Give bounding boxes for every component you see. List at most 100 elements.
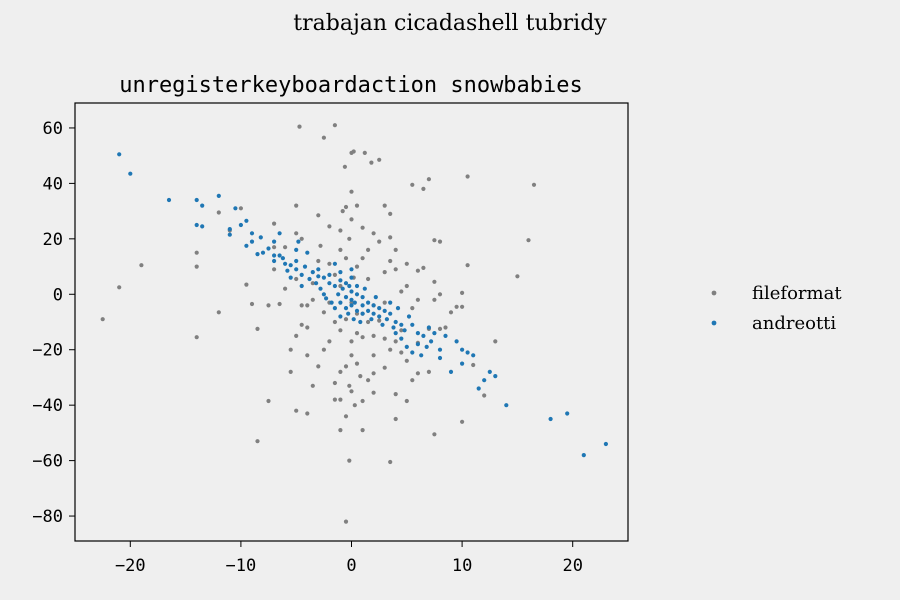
point-andreotti-92 [391,325,396,330]
point-fileformat-164 [526,238,531,243]
point-fileformat-26 [294,276,299,282]
point-fileformat-106 [371,390,376,395]
point-fileformat-7 [216,310,221,315]
point-andreotti-67 [349,303,354,308]
point-fileformat-30 [299,303,304,308]
point-fileformat-163 [515,274,520,279]
point-andreotti-21 [272,253,277,258]
point-andreotti-76 [360,303,365,308]
y-tick-label: 0 [53,285,63,305]
scatter-points [100,123,609,524]
point-fileformat-50 [327,224,332,229]
point-andreotti-128 [603,441,609,447]
point-fileformat-98 [366,247,371,252]
point-fileformat-67 [343,364,349,369]
point-andreotti-43 [318,286,323,291]
point-fileformat-121 [393,392,398,397]
point-andreotti-72 [354,308,360,313]
point-andreotti-102 [410,350,415,355]
x-tick-label: 0 [346,556,356,576]
point-andreotti-33 [296,239,301,244]
point-fileformat-13 [255,439,260,444]
point-fileformat-61 [338,228,343,233]
point-fileformat-78 [349,353,354,358]
point-fileformat-59 [338,428,343,433]
point-andreotti-42 [316,267,321,272]
point-andreotti-6 [200,203,205,208]
point-fileformat-83 [352,403,357,408]
point-fileformat-71 [347,383,352,388]
point-fileformat-32 [299,236,304,241]
point-andreotti-19 [266,246,271,251]
point-fileformat-66 [343,256,349,261]
point-andreotti-83 [371,311,376,316]
point-andreotti-123 [493,374,498,379]
point-andreotti-29 [288,275,293,280]
point-andreotti-63 [347,283,352,289]
point-andreotti-116 [460,361,465,366]
point-andreotti-50 [332,283,337,289]
point-fileformat-91 [360,225,365,230]
legend-label-fileformat: fileformat [752,283,842,304]
point-fileformat-33 [305,303,310,308]
point-andreotti-113 [443,333,448,338]
point-andreotti-100 [406,314,412,319]
point-fileformat-135 [410,378,415,383]
point-andreotti-88 [382,308,387,313]
point-fileformat-47 [327,339,332,344]
point-fileformat-77 [349,339,354,344]
point-fileformat-58 [338,328,343,333]
figure-suptitle: trabajan cicadashell tubridy [293,11,607,36]
point-fileformat-38 [310,297,315,302]
point-fileformat-23 [288,369,293,374]
point-fileformat-16 [272,221,277,226]
point-fileformat-37 [310,383,315,388]
point-andreotti-81 [369,317,374,322]
point-andreotti-118 [465,350,470,355]
point-fileformat-46 [321,347,326,352]
point-andreotti-122 [487,369,492,374]
point-fileformat-116 [388,459,393,465]
point-fileformat-140 [421,265,426,270]
point-fileformat-70 [347,236,352,241]
point-andreotti-120 [476,386,481,391]
point-fileformat-86 [354,203,360,208]
point-fileformat-43 [318,243,323,248]
point-andreotti-121 [482,378,487,383]
point-andreotti-59 [343,295,349,300]
point-andreotti-20 [272,239,277,244]
point-fileformat-53 [332,397,337,402]
y-tick-label: −40 [32,396,63,416]
point-fileformat-24 [294,203,299,208]
point-fileformat-160 [471,362,476,368]
point-fileformat-89 [358,374,363,379]
point-andreotti-126 [565,411,570,416]
point-fileformat-31 [299,322,304,327]
point-andreotti-71 [354,292,360,297]
point-fileformat-27 [294,333,299,338]
point-andreotti-117 [460,347,465,352]
y-tick-label: −80 [32,507,63,527]
point-fileformat-9 [238,206,243,211]
point-fileformat-94 [360,428,365,433]
point-andreotti-53 [336,292,341,297]
point-fileformat-74 [349,189,354,194]
point-fileformat-126 [399,350,404,355]
point-fileformat-22 [288,347,293,352]
legend-marker-fileformat [711,290,717,296]
point-andreotti-39 [310,270,315,275]
point-fileformat-65 [343,204,349,210]
point-fileformat-142 [426,177,431,182]
point-fileformat-55 [332,272,337,277]
point-andreotti-90 [388,300,393,305]
point-andreotti-11 [238,222,243,228]
point-fileformat-87 [354,264,360,269]
point-fileformat-73 [343,519,349,524]
point-andreotti-57 [338,270,343,275]
point-fileformat-45 [321,310,326,315]
point-fileformat-85 [354,331,360,336]
point-andreotti-87 [380,322,385,327]
point-fileformat-64 [342,164,347,169]
point-fileformat-149 [437,239,443,244]
